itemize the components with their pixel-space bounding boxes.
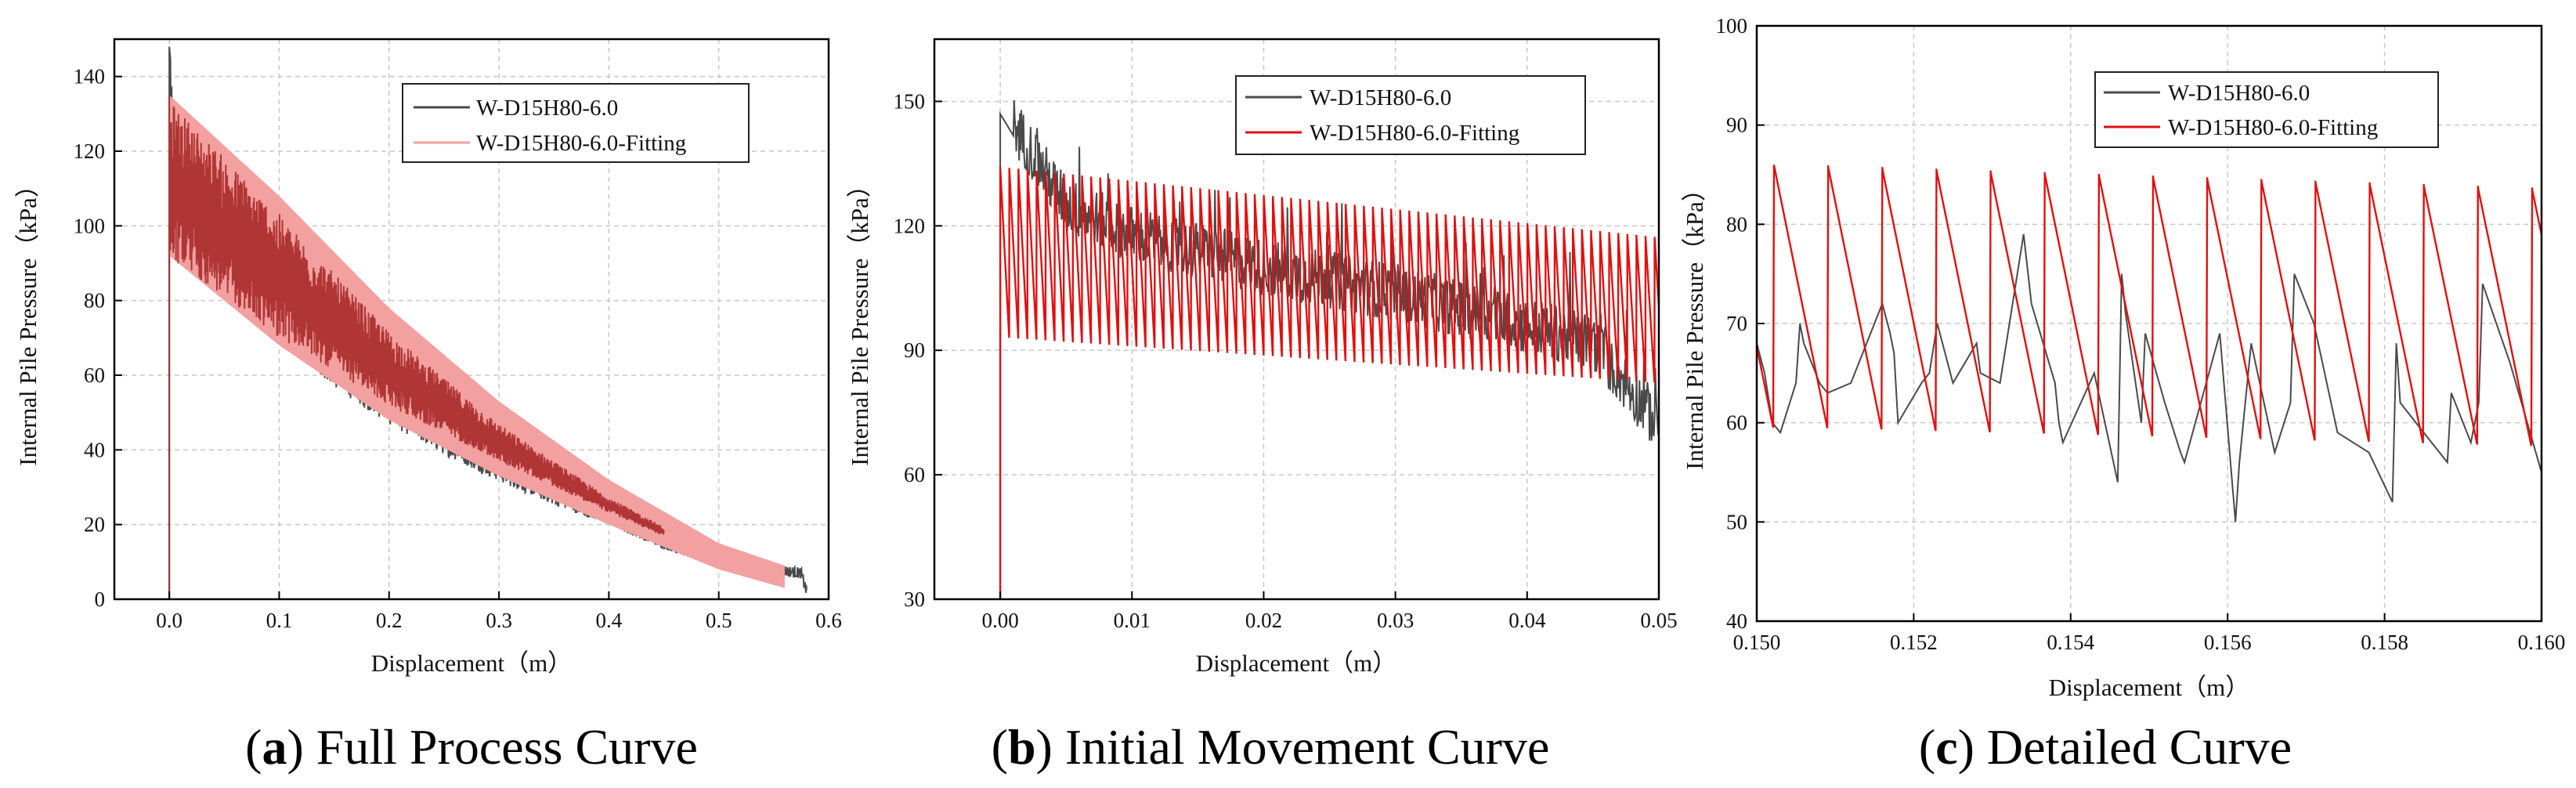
plot-area-b — [999, 99, 1659, 599]
fitting-line-a — [168, 95, 665, 599]
ytick-label: 60 — [84, 363, 105, 387]
xtick-label: 0.0 — [156, 609, 182, 632]
legend-label-measured-a: W-D15H80-6.0 — [476, 96, 618, 121]
xtick-label: 0.00 — [981, 609, 1018, 632]
xtick-label: 0.5 — [706, 609, 732, 632]
xtick-label: 0.02 — [1245, 609, 1282, 632]
ytick-label: 0 — [95, 587, 106, 611]
caption-text-c: Detailed Curve — [1974, 719, 2292, 775]
xtick-label: 0.158 — [2361, 631, 2408, 654]
plot-area-a — [168, 46, 807, 599]
ytick-label: 90 — [904, 338, 925, 362]
ytick-label: 120 — [74, 139, 106, 163]
xtick-label: 0.4 — [596, 609, 623, 632]
ytick-label: 60 — [904, 463, 925, 486]
axes-frame-a — [113, 38, 830, 601]
ytick-label: 40 — [84, 438, 105, 461]
ytick-label: 50 — [1726, 510, 1747, 533]
xtick-label: 0.05 — [1640, 609, 1677, 632]
xtick-label: 0.154 — [2047, 631, 2094, 654]
caption-letter-a: a — [262, 719, 287, 775]
xtick-label: 0.156 — [2204, 631, 2252, 654]
caption-a: (a) Full Process Curve — [245, 719, 698, 775]
ytick-label: 80 — [84, 289, 105, 313]
caption-b: (b) Initial Movement Curve — [992, 719, 1550, 775]
ytick-label: 140 — [74, 65, 106, 89]
legend-label-fitting-c: W-D15H80-6.0-Fitting — [2168, 115, 2378, 140]
fitting-line-c — [1757, 164, 2542, 446]
xtick-label: 0.04 — [1508, 609, 1546, 632]
fitting-line-b — [999, 164, 1659, 599]
xtick-label: 0.2 — [376, 609, 403, 632]
xtick-label: 0.03 — [1377, 609, 1414, 632]
legend-label-fitting-a: W-D15H80-6.0-Fitting — [476, 131, 686, 156]
legend-box-a — [402, 83, 750, 163]
xlabel-b: Displacement（m） — [1196, 649, 1397, 677]
caption-letter-b: b — [1008, 719, 1036, 775]
xlabel-a: Displacement（m） — [371, 649, 573, 677]
legend-c: W-D15H80-6.0 W-D15H80-6.0-Fitting — [2094, 71, 2439, 148]
measured-line-c — [1757, 233, 2542, 522]
ticks-a: 0.0 0.1 0.2 0.3 0.4 0.5 0.6 0 20 40 60 80 100 120 140 — [74, 65, 842, 632]
ytick-label: 80 — [1726, 212, 1747, 236]
xlabel-c: Displacement（m） — [2049, 674, 2250, 701]
xtick-label: 0.1 — [266, 609, 293, 632]
ticks-c: 0.150 0.152 0.154 0.156 0.158 0.160 40 50 60 70 80… — [1716, 14, 2566, 654]
panel-c: 0.150 0.152 0.154 0.156 0.158 0.160 40 50 60 70 80… — [1681, 14, 2566, 775]
ytick-label: 150 — [894, 89, 926, 113]
xtick-label: 0.152 — [1890, 631, 1938, 654]
legend-b: W-D15H80-6.0 W-D15H80-6.0-Fitting — [1235, 75, 1586, 155]
xtick-label: 0.01 — [1114, 609, 1151, 632]
ytick-label: 30 — [904, 587, 925, 611]
legend-label-measured-b: W-D15H80-6.0 — [1310, 85, 1451, 110]
ytick-label: 120 — [894, 214, 926, 237]
ylabel-a: Internal Pile Pressure（kPa） — [14, 173, 42, 466]
ylabel-c: Internal Pile Pressure（kPa） — [1681, 177, 1708, 470]
ytick-label: 90 — [1726, 114, 1747, 137]
legend-box-c — [2094, 71, 2439, 148]
caption-text-a: Full Process Curve — [304, 719, 698, 775]
ytick-label: 20 — [84, 513, 105, 537]
caption-text-b: Initial Movement Curve — [1053, 719, 1550, 775]
legend-box-b — [1235, 75, 1586, 155]
legend-label-fitting-b: W-D15H80-6.0-Fitting — [1310, 121, 1519, 146]
xtick-label: 0.150 — [1733, 631, 1781, 654]
xtick-label: 0.3 — [486, 609, 512, 632]
ytick-label: 40 — [1726, 609, 1747, 633]
axes-frame-b — [933, 38, 1660, 601]
ytick-label: 60 — [1726, 411, 1747, 435]
legend-label-measured-c: W-D15H80-6.0 — [2168, 81, 2310, 106]
xtick-label: 0.160 — [2518, 631, 2566, 654]
xtick-label: 0.6 — [815, 609, 842, 632]
caption-letter-c: c — [1935, 719, 1957, 775]
ticks-b: 0.00 0.01 0.02 0.03 0.04 0.05 30 60 90 120 150 — [894, 89, 1678, 632]
ytick-label: 70 — [1726, 312, 1747, 335]
legend-a: W-D15H80-6.0 W-D15H80-6.0-Fitting — [402, 83, 750, 163]
ylabel-b: Internal Pile Pressure（kPa） — [846, 173, 873, 466]
plot-area-c — [1757, 164, 2542, 522]
fitting-band-a — [169, 95, 785, 588]
ytick-label: 100 — [1716, 14, 1748, 38]
caption-c: (c) Detailed Curve — [1919, 719, 2292, 775]
panel-b: 0.00 0.01 0.02 0.03 0.04 0.05 30 60 90 120 150 Dis… — [846, 38, 1678, 775]
panel-a: 0.0 0.1 0.2 0.3 0.4 0.5 0.6020406080100120140 … — [14, 38, 842, 775]
ytick-label: 100 — [74, 214, 106, 237]
